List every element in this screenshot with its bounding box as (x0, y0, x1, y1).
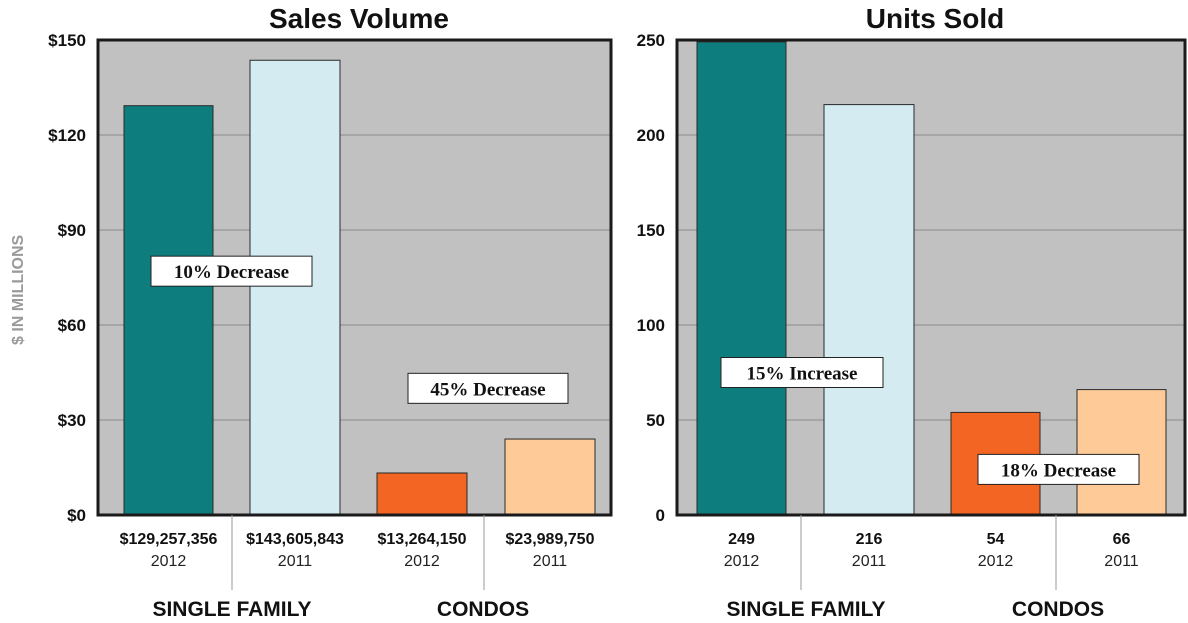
year-label: 2012 (724, 553, 760, 570)
annotation-box (150, 255, 313, 287)
annotation-text: 15% Increase (747, 364, 858, 385)
chart-svg: 0 50 100 150 200 250 249 2012 216 2011 54 2012 66 201… (637, 31, 1187, 621)
y-tick-label: 50 (646, 411, 665, 430)
bar (376, 472, 468, 516)
value-label: $143,605,843 (246, 531, 344, 548)
group-label: SINGLE FAMILY (152, 598, 311, 621)
value-label: 54 (987, 531, 1005, 548)
plot-frame (675, 38, 1187, 517)
annotation-box (977, 453, 1140, 485)
y-tick-label: $0 (67, 506, 86, 525)
annotation-text: 10% Decrease (174, 262, 289, 283)
bar (249, 59, 341, 516)
y-tick-label: $90 (58, 221, 86, 240)
y-tick-label: $60 (58, 316, 86, 335)
annotation-text: 18% Decrease (1001, 460, 1116, 481)
group-label: CONDOS (437, 598, 529, 621)
bar (696, 41, 787, 516)
value-label: 216 (856, 531, 883, 548)
bar (1076, 389, 1167, 516)
year-label: 2012 (978, 553, 1014, 570)
y-tick-label: 200 (637, 126, 665, 145)
y-tick-label: $30 (58, 411, 86, 430)
group-label: CONDOS (1012, 598, 1104, 621)
y-tick-label: 0 (656, 506, 665, 525)
y-tick-label: 150 (637, 221, 665, 240)
chart-svg: $0 $30 $60 $90 $120 $150 $129,257,356 2012 $143,… (48, 31, 613, 621)
value-label: 66 (1113, 531, 1131, 548)
sales-volume-chart: Sales Volume $ IN MILLIONS $0 $30 $60 $90 $1… (10, 3, 613, 621)
bar (123, 105, 214, 516)
plot-frame (96, 38, 613, 517)
year-label: 2011 (533, 553, 568, 570)
y-tick-label: 250 (637, 31, 665, 50)
year-label: 2012 (151, 553, 187, 570)
annotation-box (720, 357, 884, 388)
y-tick-label: $150 (48, 31, 86, 50)
value-label: $129,257,356 (120, 531, 218, 548)
value-label: 249 (728, 531, 755, 548)
year-label: 2011 (852, 553, 887, 570)
bar (823, 104, 915, 516)
y-tick-label: 100 (637, 316, 665, 335)
year-label: 2012 (404, 553, 440, 570)
value-label: $23,989,750 (506, 531, 595, 548)
chart-title: Sales Volume (268, 3, 449, 34)
year-label: 2011 (278, 553, 313, 570)
year-label: 2011 (1104, 553, 1139, 570)
y-tick-label: $120 (48, 126, 86, 145)
bar (504, 438, 596, 516)
annotation-box (407, 372, 569, 404)
group-label: SINGLE FAMILY (726, 598, 885, 621)
value-label: $13,264,150 (378, 531, 467, 548)
units-sold-chart: Units Sold 0 50 100 150 200 250 249 2012 216 2011… (615, 0, 1188, 623)
annotation-text: 45% Decrease (430, 379, 545, 400)
chart-title: Units Sold (865, 3, 1005, 34)
